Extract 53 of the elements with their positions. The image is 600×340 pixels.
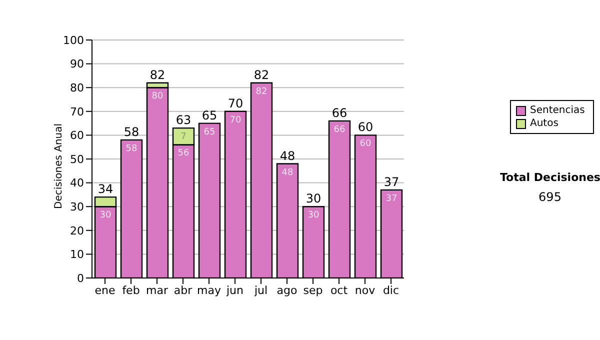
text: Total Decisiones: [500, 171, 600, 184]
y-tick-label: 40: [70, 176, 84, 190]
text: 695: [538, 190, 562, 204]
data-label: 58: [126, 144, 138, 154]
data-label: 48: [282, 168, 294, 178]
total-label: 60: [358, 120, 374, 134]
data-label: 65: [204, 127, 216, 138]
total-label: 66: [332, 106, 348, 120]
total-label: 30: [306, 192, 322, 206]
x-tick-label: may: [197, 284, 222, 297]
data-label: 66: [334, 124, 346, 135]
x-tick-label: oct: [330, 284, 348, 297]
x-tick-label: ago: [276, 284, 298, 297]
y-tick-label: 0: [77, 272, 84, 285]
y-tick-label: 100: [63, 34, 84, 47]
legend-label: Sentencias: [529, 104, 586, 117]
y-tick-label: 90: [70, 58, 84, 71]
y-tick-label: 70: [70, 105, 84, 118]
data-label: 30: [100, 210, 112, 221]
x-tick-label: sep: [303, 284, 323, 297]
legend-label: Autos: [529, 117, 560, 130]
total-label: 82: [254, 68, 270, 82]
data-label: 56: [178, 148, 190, 159]
data-label: 30: [308, 210, 320, 221]
data-label: 70: [230, 115, 242, 126]
y-tick-label: 10: [70, 248, 84, 262]
x-tick-label: mar: [146, 284, 168, 297]
total-label: 65: [202, 108, 218, 122]
x-tick-label: dic: [382, 284, 400, 297]
total-label: 37: [384, 174, 400, 189]
x-tick-label: ene: [94, 284, 116, 297]
x-tick-label: feb: [122, 284, 140, 297]
x-tick-label: jun: [226, 284, 244, 297]
y-tick-label: 30: [70, 200, 84, 214]
x-tick-label: abr: [174, 284, 193, 297]
total-label: 63: [176, 113, 192, 128]
y-tick-label: 20: [70, 224, 84, 238]
x-tick-label: jul: [253, 284, 268, 297]
y-tick-label: 60: [70, 129, 84, 142]
total-label: 82: [150, 68, 166, 82]
x-tick-label: nov: [354, 284, 376, 297]
data-label: 37: [386, 194, 398, 204]
y-tick-label: 80: [70, 82, 84, 95]
data-label: 80: [152, 92, 164, 102]
total-label: 34: [98, 182, 114, 196]
total-label: 48: [280, 148, 296, 163]
data-label: 7: [180, 132, 186, 142]
y-tick-label: 50: [70, 152, 84, 166]
data-label: 82: [256, 86, 268, 97]
y-axis-title: Decisiones Anual: [54, 123, 65, 209]
total-label: 70: [228, 96, 244, 110]
total-label: 58: [124, 124, 140, 139]
data-label: 60: [360, 139, 372, 150]
